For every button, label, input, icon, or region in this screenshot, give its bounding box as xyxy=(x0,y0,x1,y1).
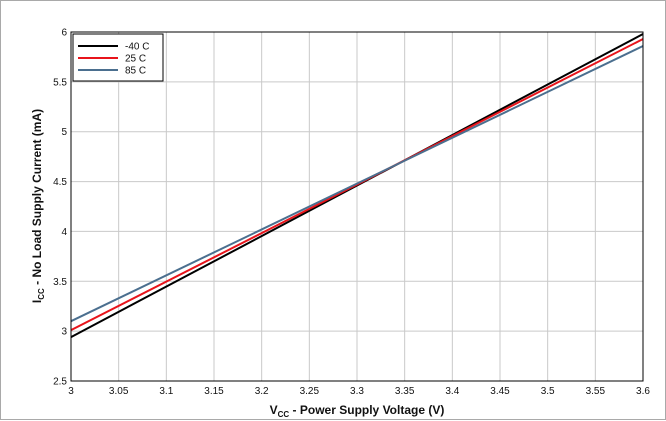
x-tick-label: 3.1 xyxy=(159,386,173,397)
grid xyxy=(70,31,644,382)
y-tick-label: 4.5 xyxy=(53,177,67,188)
plot-area-frame xyxy=(70,31,644,382)
y-axis-title-rest: - No Load Supply Current (mA) xyxy=(30,109,44,288)
y-tick-label: 5.5 xyxy=(53,77,67,88)
x-axis-title: VCC - Power Supply Voltage (V) xyxy=(270,403,445,419)
y-tick-label: 3.5 xyxy=(53,277,67,288)
x-tick-label: 3.3 xyxy=(350,386,364,397)
y-axis-title-main: I xyxy=(30,300,44,303)
legend-label-2: 25 C xyxy=(125,54,146,65)
x-tick-label: 3.6 xyxy=(636,386,650,397)
x-tick-label: 3 xyxy=(68,386,74,397)
legend-label-3: 85 C xyxy=(125,66,146,77)
y-tick-label: 3 xyxy=(61,327,67,338)
x-tick-label: 3.4 xyxy=(445,386,459,397)
y-tick-label: 2.5 xyxy=(53,377,67,388)
x-axis-title-rest: - Power Supply Voltage (V) xyxy=(289,403,444,417)
x-tick-label: 3.05 xyxy=(109,386,129,397)
y-axis-title: ICC - No Load Supply Current (mA) xyxy=(30,109,46,303)
legend-label-1: -40 C xyxy=(125,42,149,53)
x-tick-label: 3.35 xyxy=(395,386,415,397)
y-tick-label: 6 xyxy=(61,28,67,39)
x-tick-label: 3.2 xyxy=(255,386,269,397)
x-tick-label: 3.25 xyxy=(300,386,320,397)
x-tick-label: 3.45 xyxy=(490,386,510,397)
legend: -40 C25 C85 C xyxy=(72,33,164,82)
series-line-3 xyxy=(70,45,644,323)
x-tick-labels: 3 3.05 3.1 3.15 3.2 3.25 3.3 3.35 3.4 3.45 3.5 3.55… xyxy=(68,386,650,397)
x-tick-label: 3.15 xyxy=(204,386,224,397)
y-axis-title-subscript: CC xyxy=(37,288,46,300)
x-axis-title-subscript: CC xyxy=(278,410,290,419)
x-tick-label: 3.55 xyxy=(586,386,606,397)
y-tick-label: 4 xyxy=(61,227,67,238)
series-lines xyxy=(70,33,644,338)
x-tick-label: 3.5 xyxy=(541,386,555,397)
y-tick-label: 5 xyxy=(61,127,67,138)
y-tick-labels: 2.5 3 3.5 4 4.5 5 5.5 6 xyxy=(53,28,67,388)
x-axis-title-main: V xyxy=(270,403,278,417)
